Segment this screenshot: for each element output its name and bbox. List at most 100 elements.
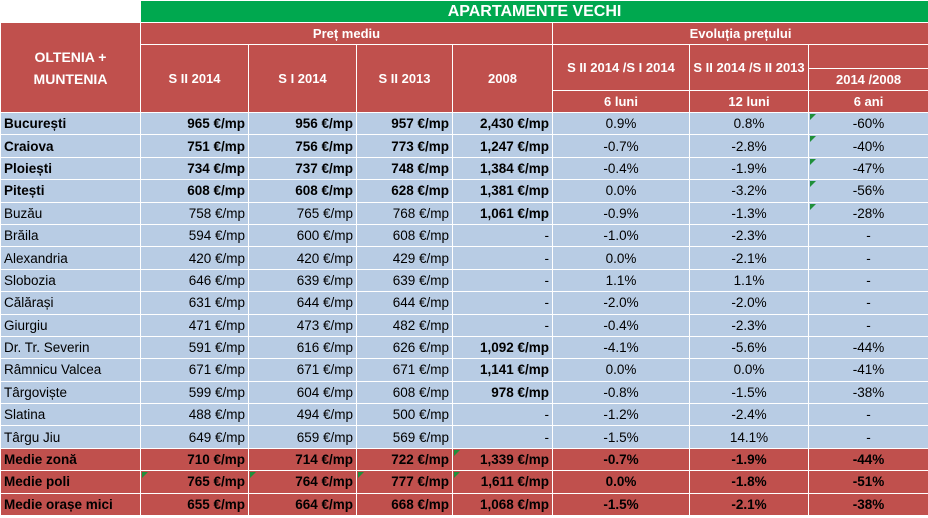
cell-city: Medie zonă	[0, 447, 141, 472]
cell-city: Târgoviște	[0, 380, 141, 405]
cell-y2008: 1,384 €/mp	[452, 156, 553, 181]
table-row: Giurgiu 471 €/mp 473 €/mp 482 €/mp - -0.4% -2.…	[0, 313, 928, 337]
cell-s1-2014: 639 €/mp	[248, 268, 357, 293]
cell-chg-6y: -28%	[807, 201, 928, 225]
cell-s2-2013: 722 €/mp	[356, 447, 453, 472]
cell-s2-2013: 773 €/mp	[356, 134, 453, 158]
cell-city: Călărași	[0, 291, 141, 315]
col-header-s1-2014: S I 2014	[248, 44, 357, 113]
cell-s2-2014: 591 €/mp	[140, 335, 249, 360]
cell-s2-2013: 668 €/mp	[356, 492, 453, 517]
comment-marker-icon	[810, 158, 816, 165]
cell-s2-2014: 758 €/mp	[140, 201, 249, 225]
cell-city: Slobozia	[0, 268, 141, 293]
cell-s2-2013: 671 €/mp	[356, 358, 453, 382]
cell-y2008: -	[452, 403, 553, 427]
summary-row: Medie zonă 710 €/mp 714 €/mp 722 €/mp 1,339 …	[0, 447, 928, 472]
table-row: Slobozia 646 €/mp 639 €/mp 639 €/mp -1.1% 1.1…	[0, 268, 928, 293]
cell-s2-2013: 957 €/mp	[356, 111, 453, 136]
col-header-chg-12: S II 2014 /S II 2013	[689, 44, 809, 91]
period-6-luni: 6 luni	[552, 90, 690, 113]
cell-s2-2014: 751 €/mp	[140, 134, 249, 158]
cell-chg-6: -1.5%	[552, 425, 690, 449]
cell-city: Ploiești	[0, 156, 141, 181]
cell-s2-2014: 420 €/mp	[140, 246, 249, 270]
cell-y2008: 1,092 €/mp	[452, 335, 553, 360]
table-row: București 965 €/mp 956 €/mp 957 €/mp 2,430 €…	[0, 111, 928, 136]
cell-chg-6y: -	[807, 246, 928, 270]
cell-chg-12: -2.1%	[689, 246, 809, 270]
cell-s2-2013: 626 €/mp	[356, 335, 453, 360]
cell-chg-6: -0.4%	[552, 313, 690, 337]
cell-s2-2013: 429 €/mp	[356, 246, 453, 270]
cell-city: Târgu Jiu	[0, 425, 141, 449]
cell-chg-6y: -	[807, 223, 928, 248]
cell-city: Brăila	[0, 223, 141, 248]
cell-y2008: 978 €/mp	[452, 380, 553, 405]
price-group-header: Preț mediu	[140, 22, 553, 45]
cell-city: Giurgiu	[0, 313, 141, 337]
cell-chg-6: -1.2%	[552, 403, 690, 427]
cell-chg-6y: -	[807, 291, 928, 315]
cell-s2-2013: 608 €/mp	[356, 380, 453, 405]
cell-s2-2014: 646 €/mp	[140, 268, 249, 293]
cell-chg-12: 14.1%	[689, 425, 809, 449]
comment-marker-icon	[454, 472, 460, 479]
cell-s2-2014: 655 €/mp	[140, 492, 249, 517]
cell-chg-12: 1.1%	[689, 268, 809, 293]
cell-chg-6y: -56%	[807, 179, 928, 203]
cell-s1-2014: 714 €/mp	[248, 447, 357, 472]
cell-chg-12: -2.8%	[689, 134, 809, 158]
cell-s2-2014: 671 €/mp	[140, 358, 249, 382]
cell-y2008: 2,430 €/mp	[452, 111, 553, 136]
cell-s2-2014: 471 €/mp	[140, 313, 249, 337]
cell-y2008: -	[452, 291, 553, 315]
cell-s2-2013: 768 €/mp	[356, 201, 453, 225]
cell-city: Râmnicu Valcea	[0, 358, 141, 382]
cell-chg-12: -1.9%	[689, 156, 809, 181]
cell-chg-6y: -60%	[807, 111, 928, 136]
comment-marker-icon	[810, 181, 816, 188]
cell-y2008: 1,061 €/mp	[452, 201, 553, 225]
comment-marker-icon	[250, 472, 256, 479]
evolution-group-header: Evoluția prețului	[551, 22, 928, 45]
cell-city: Buzău	[0, 201, 141, 225]
cell-s2-2013: 639 €/mp	[356, 268, 453, 293]
cell-chg-12: 0.8%	[689, 111, 809, 136]
cell-city: București	[0, 111, 141, 136]
comment-marker-icon	[454, 449, 460, 456]
comment-marker-icon	[810, 203, 816, 210]
table-row: Brăila 594 €/mp 600 €/mp 608 €/mp - -1.0% -2.3…	[0, 223, 928, 248]
cell-s2-2014: 965 €/mp	[140, 111, 249, 136]
cell-s2-2013: 608 €/mp	[356, 223, 453, 248]
table-row: Călărași 631 €/mp 644 €/mp 644 €/mp - -2.0% -2…	[0, 291, 928, 315]
cell-city: Slatina	[0, 403, 141, 427]
table-row: Craiova 751 €/mp 756 €/mp 773 €/mp 1,247 €/m…	[0, 134, 928, 158]
table-title: APARTAMENTE VECHI	[139, 0, 928, 23]
cell-s1-2014: 494 €/mp	[248, 403, 357, 427]
cell-chg-6y: -	[807, 403, 928, 427]
cell-chg-6y: -40%	[807, 134, 928, 158]
cell-chg-12: 0.0%	[689, 358, 809, 382]
cell-chg-12: -1.5%	[689, 380, 809, 405]
period-12-luni: 12 luni	[689, 90, 809, 113]
summary-row: Medie orașe mici 655 €/mp 664 €/mp 668 €/mp…	[0, 492, 928, 517]
cell-chg-12: -5.6%	[689, 335, 809, 360]
cell-chg-6y: -38%	[807, 492, 928, 517]
cell-chg-6: -4.1%	[552, 335, 690, 360]
cell-chg-12: -1.8%	[689, 470, 809, 494]
cell-chg-12: -2.3%	[689, 223, 809, 248]
cell-y2008: 1,141 €/mp	[452, 358, 553, 382]
cell-s1-2014: 604 €/mp	[248, 380, 357, 405]
cell-city: Medie orașe mici	[0, 492, 141, 517]
period-6-ani: 6 ani	[807, 90, 928, 113]
cell-chg-6: 0.0%	[552, 179, 690, 203]
cell-s2-2013: 500 €/mp	[356, 403, 453, 427]
comment-marker-icon	[810, 114, 816, 120]
cell-s2-2013: 644 €/mp	[356, 291, 453, 315]
cell-chg-6: -0.9%	[552, 201, 690, 225]
cell-s1-2014: 600 €/mp	[248, 223, 357, 248]
table-row: Ploiești 734 €/mp 737 €/mp 748 €/mp 1,384 €/…	[0, 156, 928, 181]
col-header-chg-6: S II 2014 /S I 2014	[552, 44, 690, 91]
